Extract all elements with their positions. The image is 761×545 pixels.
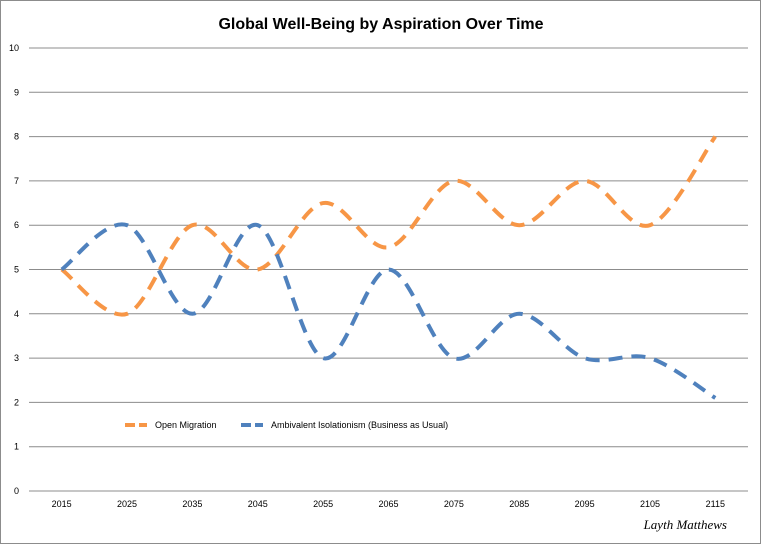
x-tick-label: 2095: [575, 499, 595, 509]
x-tick-label: 2115: [706, 499, 725, 509]
y-tick-label: 4: [14, 309, 19, 319]
y-axis-ticks: 0 1 2 3 4 5 6 7 8 9 10: [9, 43, 19, 496]
legend: Open Migration Ambivalent Isolationism (B…: [125, 420, 448, 430]
legend-label: Open Migration: [155, 420, 217, 430]
y-tick-label: 2: [14, 397, 19, 407]
y-tick-label: 9: [14, 87, 19, 97]
x-tick-label: 2085: [509, 499, 529, 509]
y-tick-label: 6: [14, 220, 19, 230]
x-tick-label: 2055: [313, 499, 333, 509]
y-tick-label: 10: [9, 43, 19, 53]
x-tick-label: 2025: [117, 499, 137, 509]
x-tick-label: 2105: [640, 499, 660, 509]
x-tick-label: 2035: [182, 499, 202, 509]
x-tick-label: 2045: [248, 499, 268, 509]
legend-label: Ambivalent Isolationism (Business as Usu…: [271, 420, 448, 430]
y-tick-label: 0: [14, 486, 19, 496]
gridlines: [29, 47, 748, 492]
x-tick-label: 2015: [52, 499, 72, 509]
y-tick-label: 1: [14, 442, 19, 452]
x-tick-label: 2065: [378, 499, 398, 509]
y-tick-label: 5: [14, 265, 19, 275]
series-lines: [60, 135, 717, 400]
series-line-ambivalent-isolationism: [60, 222, 717, 400]
chart-title: Global Well-Being by Aspiration Over Tim…: [218, 16, 543, 33]
x-axis-ticks: 2015 2025 2035 2045 2055 2065 2075 2085 2095 2105…: [52, 499, 725, 509]
y-tick-label: 3: [14, 353, 19, 363]
series-line-open-migration: [60, 135, 717, 317]
x-tick-label: 2075: [444, 499, 464, 509]
author-signature: Layth Matthews: [643, 517, 727, 532]
y-tick-label: 8: [14, 132, 19, 142]
y-tick-label: 7: [14, 176, 19, 186]
data-point: [387, 245, 391, 249]
